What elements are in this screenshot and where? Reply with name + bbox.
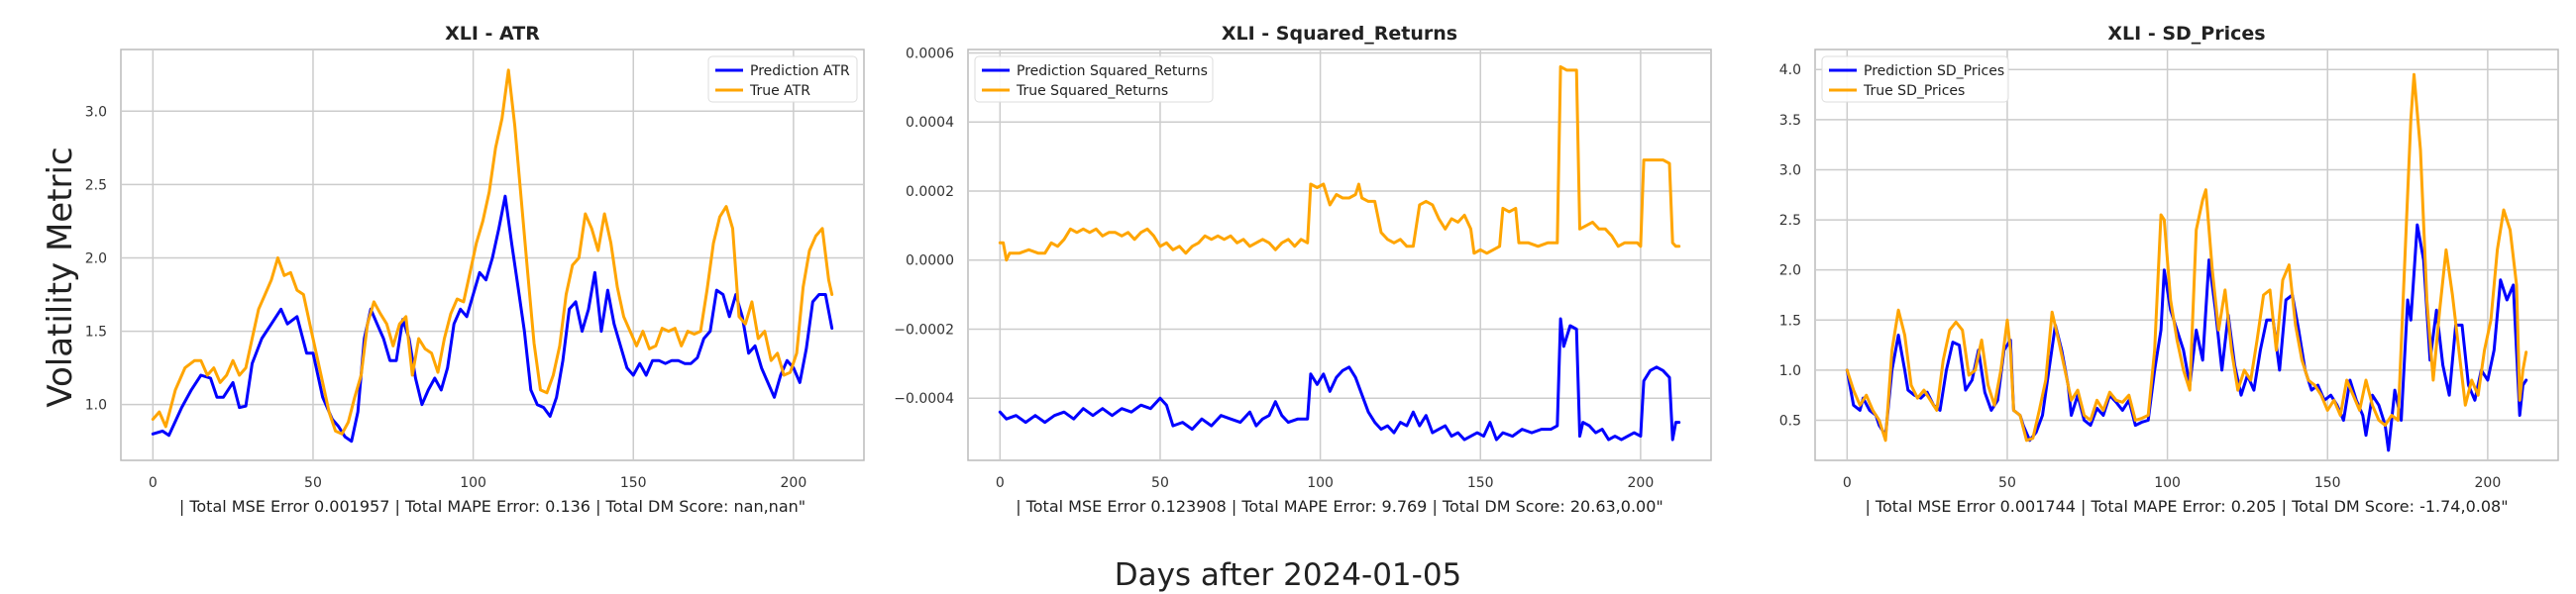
prediction-series-line [998, 317, 1681, 442]
x-tick-label: 150 [620, 475, 647, 491]
y-tick-label: 3.0 [1779, 162, 1801, 178]
legend-label-prediction: Prediction SD_Prices [1864, 63, 2004, 79]
figure-x-axis-label: Days after 2024-01-05 [1115, 557, 1462, 593]
x-tick-label: 200 [781, 475, 807, 491]
x-tick-label: 50 [1998, 475, 2016, 491]
y-tick-label: 3.0 [85, 104, 107, 120]
x-tick-label: 100 [460, 475, 486, 491]
y-tick-label: 0.0000 [906, 253, 954, 269]
y-tick-label: 2.5 [1779, 213, 1801, 229]
chart-panel-3: 0 50 100 150 200 0.5 1.0 1.5 2.0 2.5 3.0 3.5 4.0 XLI … [1779, 23, 2559, 516]
y-tick-label: −0.0004 [894, 391, 954, 407]
legend-box [1821, 55, 2009, 103]
x-tick-label: 0 [149, 475, 158, 491]
y-tick-label: 3.5 [1779, 113, 1801, 129]
true-series-line [1845, 72, 2528, 443]
y-tick-label: 0.0004 [906, 115, 954, 131]
y-tick-label: 0.5 [1779, 414, 1801, 430]
y-tick-label: 0.0002 [906, 184, 954, 200]
plot-area [967, 49, 1712, 461]
y-tick-label: 2.5 [85, 177, 107, 193]
true-series-line [151, 68, 834, 436]
y-tick-label: 0.0006 [906, 46, 954, 61]
y-tick-label: −0.0002 [894, 322, 954, 338]
legend: Prediction SD_Prices True SD_Prices [1821, 55, 2009, 103]
x-tick-label: 50 [304, 475, 322, 491]
x-tick-label: 150 [1467, 475, 1494, 491]
legend-box [707, 55, 858, 103]
x-tick-label: 0 [1843, 475, 1852, 491]
y-tick-label: 1.5 [1779, 313, 1801, 329]
x-tick-label: 200 [1628, 475, 1655, 491]
legend: Prediction Squared_Returns True Squared_R… [974, 55, 1214, 103]
legend-label-prediction: Prediction Squared_Returns [1017, 63, 1208, 79]
x-tick-label: 50 [1151, 475, 1169, 491]
x-tick-label: 200 [2475, 475, 2502, 491]
metrics-caption: | Total MSE Error 0.123908 | Total MAPE … [1016, 497, 1664, 516]
legend: Prediction ATR True ATR [707, 55, 858, 103]
legend-label-prediction: Prediction ATR [750, 63, 850, 79]
figure-y-axis-label: Volatility Metric [41, 147, 80, 407]
chart-panel-2: 0 50 100 150 200 −0.0004 −0.0002 0.0000 0.0002 0.… [894, 23, 1712, 516]
x-tick-label: 100 [2154, 475, 2181, 491]
chart-title: XLI - SD_Prices [2107, 23, 2265, 45]
y-tick-label: 1.0 [85, 398, 107, 414]
prediction-series-line [1845, 223, 2528, 452]
legend-label-true: True Squared_Returns [1016, 83, 1168, 99]
y-tick-label: 1.0 [1779, 363, 1801, 379]
chart-title: XLI - ATR [445, 23, 540, 45]
metrics-caption: | Total MSE Error 0.001957 | Total MAPE … [179, 497, 805, 516]
chart-title: XLI - Squared_Returns [1222, 23, 1457, 45]
x-tick-label: 0 [996, 475, 1005, 491]
legend-box [974, 55, 1214, 103]
x-tick-label: 100 [1307, 475, 1334, 491]
legend-label-true: True ATR [749, 83, 810, 99]
y-tick-label: 2.0 [1779, 263, 1801, 279]
legend-label-true: True SD_Prices [1863, 83, 1965, 99]
true-series-line [998, 64, 1681, 262]
x-tick-label: 150 [2314, 475, 2341, 491]
metrics-caption: | Total MSE Error 0.001744 | Total MAPE … [1865, 497, 2508, 516]
y-tick-label: 1.5 [85, 325, 107, 341]
chart-panel-1: 0 50 100 150 200 1.0 1.5 2.0 2.5 3.0 XLI - ATR | To… [85, 23, 865, 516]
y-tick-label: 2.0 [85, 250, 107, 266]
prediction-series-line [151, 194, 834, 444]
y-tick-label: 4.0 [1779, 62, 1801, 78]
